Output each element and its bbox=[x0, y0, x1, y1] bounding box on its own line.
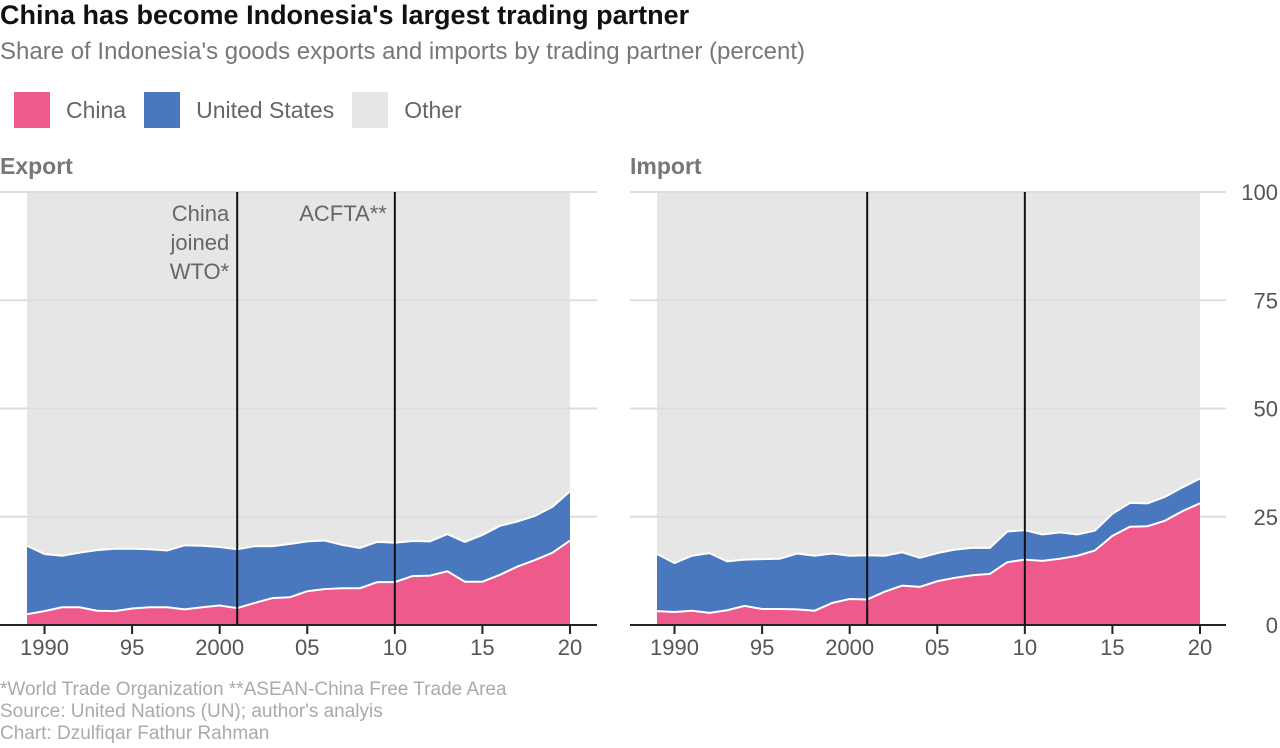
export-line-china bbox=[26, 539, 571, 616]
y-tick-label: 75 bbox=[1254, 288, 1278, 313]
legend-label-other: Other bbox=[404, 96, 462, 123]
legend-item-other: Other bbox=[352, 92, 462, 128]
footer: *World Trade Organization **ASEAN-China … bbox=[0, 679, 507, 745]
legend-label-united-states: United States bbox=[196, 96, 335, 123]
export-x-tick-label: 05 bbox=[295, 635, 319, 660]
annotation-label-0: China bbox=[172, 201, 230, 226]
export-panel-title: Export bbox=[0, 153, 73, 179]
legend-item-united-states: United States bbox=[144, 92, 334, 128]
annotation-label-1: ACFTA** bbox=[299, 201, 387, 226]
legend-swatch-united-states bbox=[144, 92, 181, 128]
export-x-tick-label: 1990 bbox=[20, 635, 69, 660]
export-x-tick-label: 95 bbox=[120, 635, 144, 660]
chart-title: China has become Indonesia's largest tra… bbox=[0, 0, 690, 30]
chart-subtitle: Share of Indonesia's goods exports and i… bbox=[0, 38, 806, 65]
export-x-tick-label: 15 bbox=[470, 635, 494, 660]
export-x-tick-label: 2000 bbox=[195, 635, 244, 660]
legend-swatch-other bbox=[352, 92, 389, 128]
y-tick-label: 50 bbox=[1254, 397, 1278, 422]
import-line-united-states bbox=[656, 477, 1201, 565]
import-x-tick-label: 10 bbox=[1013, 635, 1037, 660]
footnote: *World Trade Organization **ASEAN-China … bbox=[0, 679, 507, 700]
y-tick-label: 0 bbox=[1266, 613, 1278, 638]
import-x-tick-label: 20 bbox=[1188, 635, 1212, 660]
legend: China United States Other bbox=[14, 91, 480, 129]
legend-item-china: China bbox=[14, 92, 126, 128]
import-x-tick-label: 15 bbox=[1100, 635, 1124, 660]
y-tick-label: 25 bbox=[1254, 505, 1278, 530]
import-x-tick-label: 95 bbox=[750, 635, 774, 660]
annotation-label-0: WTO* bbox=[170, 259, 230, 284]
y-tick-label: 100 bbox=[1241, 180, 1278, 205]
export-area-china bbox=[27, 540, 570, 625]
import-panel-title: Import bbox=[630, 153, 702, 179]
export-line-united-states bbox=[26, 490, 571, 557]
credit-note: Chart: Dzulfiqar Fathur Rahman bbox=[0, 723, 270, 744]
import-x-tick-label: 05 bbox=[925, 635, 949, 660]
import-area-china bbox=[657, 503, 1200, 625]
annotation-label-0: joined bbox=[169, 230, 229, 255]
source-note: Source: United Nations (UN); author's an… bbox=[0, 701, 383, 722]
legend-swatch-china bbox=[14, 92, 50, 128]
legend-label-china: China bbox=[66, 96, 127, 123]
chart-area: 1990 95 2000 05 10 15 20 China joined WTO* ACFTA**… bbox=[0, 180, 1278, 660]
import-x-tick-label: 1990 bbox=[650, 635, 699, 660]
import-line-china bbox=[656, 502, 1201, 614]
export-x-tick-label: 10 bbox=[383, 635, 407, 660]
export-x-tick-label: 20 bbox=[558, 635, 582, 660]
import-x-tick-label: 2000 bbox=[825, 635, 874, 660]
